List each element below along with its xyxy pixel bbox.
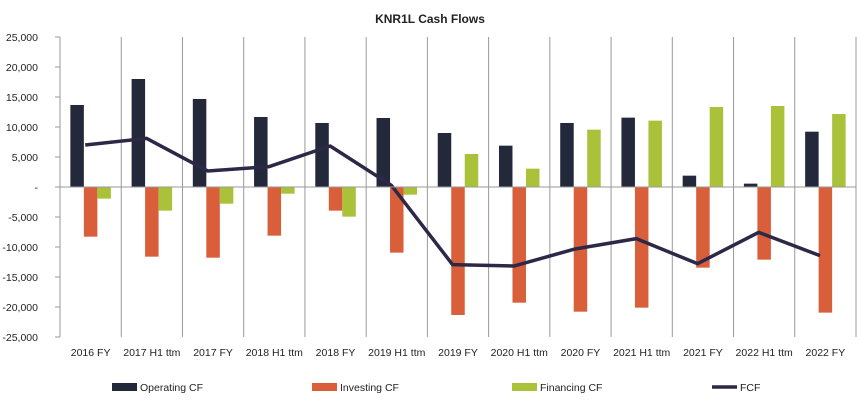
- legend-investing-cf-label: Investing CF: [340, 382, 399, 394]
- x-tick-label: 2016 FY: [71, 347, 111, 359]
- x-tick-label: 2018 FY: [316, 347, 356, 359]
- bar-investing-cf: [83, 187, 98, 237]
- legend-fcf-label: FCF: [740, 382, 760, 394]
- bar-operating-cf: [131, 79, 146, 187]
- x-tick-label: 2018 H1 ttm: [246, 347, 303, 359]
- y-tick-label: -10,000: [2, 242, 38, 254]
- bar-operating-cf: [315, 122, 329, 187]
- y-tick-label: 15,000: [6, 92, 38, 104]
- bar-financing-cf: [342, 187, 356, 217]
- x-tick-label: 2019 H1 ttm: [368, 347, 425, 359]
- legend-operating-cf-swatch: [112, 383, 137, 391]
- bar-financing-cf: [525, 168, 540, 187]
- x-tick-label: 2020 H1 ttm: [491, 347, 548, 359]
- bar-operating-cf: [437, 133, 452, 187]
- bar-operating-cf: [498, 145, 513, 187]
- bar-operating-cf: [805, 131, 819, 187]
- bar-financing-cf: [770, 106, 785, 187]
- bar-operating-cf: [254, 116, 268, 187]
- x-tick-label: 2021 H1 ttm: [613, 347, 670, 359]
- chart-title: KNR1L Cash Flows: [375, 12, 485, 26]
- bar-operating-cf: [376, 118, 391, 187]
- bar-investing-cf: [818, 187, 833, 313]
- y-tick-label: -: [35, 182, 39, 194]
- fcf-line: [85, 136, 821, 268]
- x-tick-label: 2021 FY: [683, 347, 723, 359]
- legend-operating-cf-label: Operating CF: [140, 382, 203, 394]
- y-tick-label: 25,000: [6, 32, 38, 44]
- bar-financing-cf: [281, 187, 295, 194]
- legend-financing-cf-label: Financing CF: [540, 382, 602, 394]
- bar-financing-cf: [97, 187, 111, 199]
- bar-operating-cf: [621, 117, 635, 187]
- bar-operating-cf: [560, 122, 574, 187]
- bar-investing-cf: [390, 187, 404, 253]
- y-tick-label: -15,000: [2, 272, 38, 284]
- x-tick-label: 2017 H1 ttm: [123, 347, 180, 359]
- bar-operating-cf: [743, 183, 758, 187]
- bar-financing-cf: [648, 120, 662, 187]
- y-tick-label: -20,000: [2, 302, 38, 314]
- x-tick-label: 2017 FY: [193, 347, 233, 359]
- bar-financing-cf: [158, 187, 173, 211]
- bar-financing-cf: [464, 154, 479, 187]
- bar-investing-cf: [634, 187, 649, 308]
- bar-investing-cf: [757, 187, 771, 260]
- x-tick-label: 2022 H1 ttm: [736, 347, 793, 359]
- bar-investing-cf: [267, 187, 282, 236]
- bar-investing-cf: [145, 187, 159, 257]
- y-tick-label: -5,000: [8, 212, 38, 224]
- y-tick-label: 10,000: [6, 122, 38, 134]
- bar-investing-cf: [512, 187, 526, 303]
- x-tick-label: 2020 FY: [561, 347, 601, 359]
- bar-operating-cf: [682, 175, 697, 187]
- y-tick-label: -25,000: [2, 332, 38, 344]
- legend-financing-cf-swatch: [512, 383, 537, 391]
- bar-financing-cf: [403, 187, 418, 195]
- bar-investing-cf: [451, 187, 465, 315]
- bar-investing-cf: [206, 187, 220, 258]
- x-tick-label: 2022 FY: [806, 347, 846, 359]
- bar-investing-cf: [696, 187, 710, 268]
- x-tick-label: 2019 FY: [438, 347, 478, 359]
- y-tick-label: 5,000: [12, 152, 38, 164]
- bar-financing-cf: [587, 129, 601, 187]
- bar-investing-cf: [328, 187, 343, 211]
- bar-financing-cf: [832, 113, 846, 187]
- bar-operating-cf: [192, 98, 207, 187]
- y-tick-label: 20,000: [6, 62, 38, 74]
- bar-financing-cf: [219, 187, 234, 204]
- legend-investing-cf-swatch: [312, 383, 337, 391]
- bar-financing-cf: [709, 107, 724, 187]
- bar-operating-cf: [70, 104, 84, 187]
